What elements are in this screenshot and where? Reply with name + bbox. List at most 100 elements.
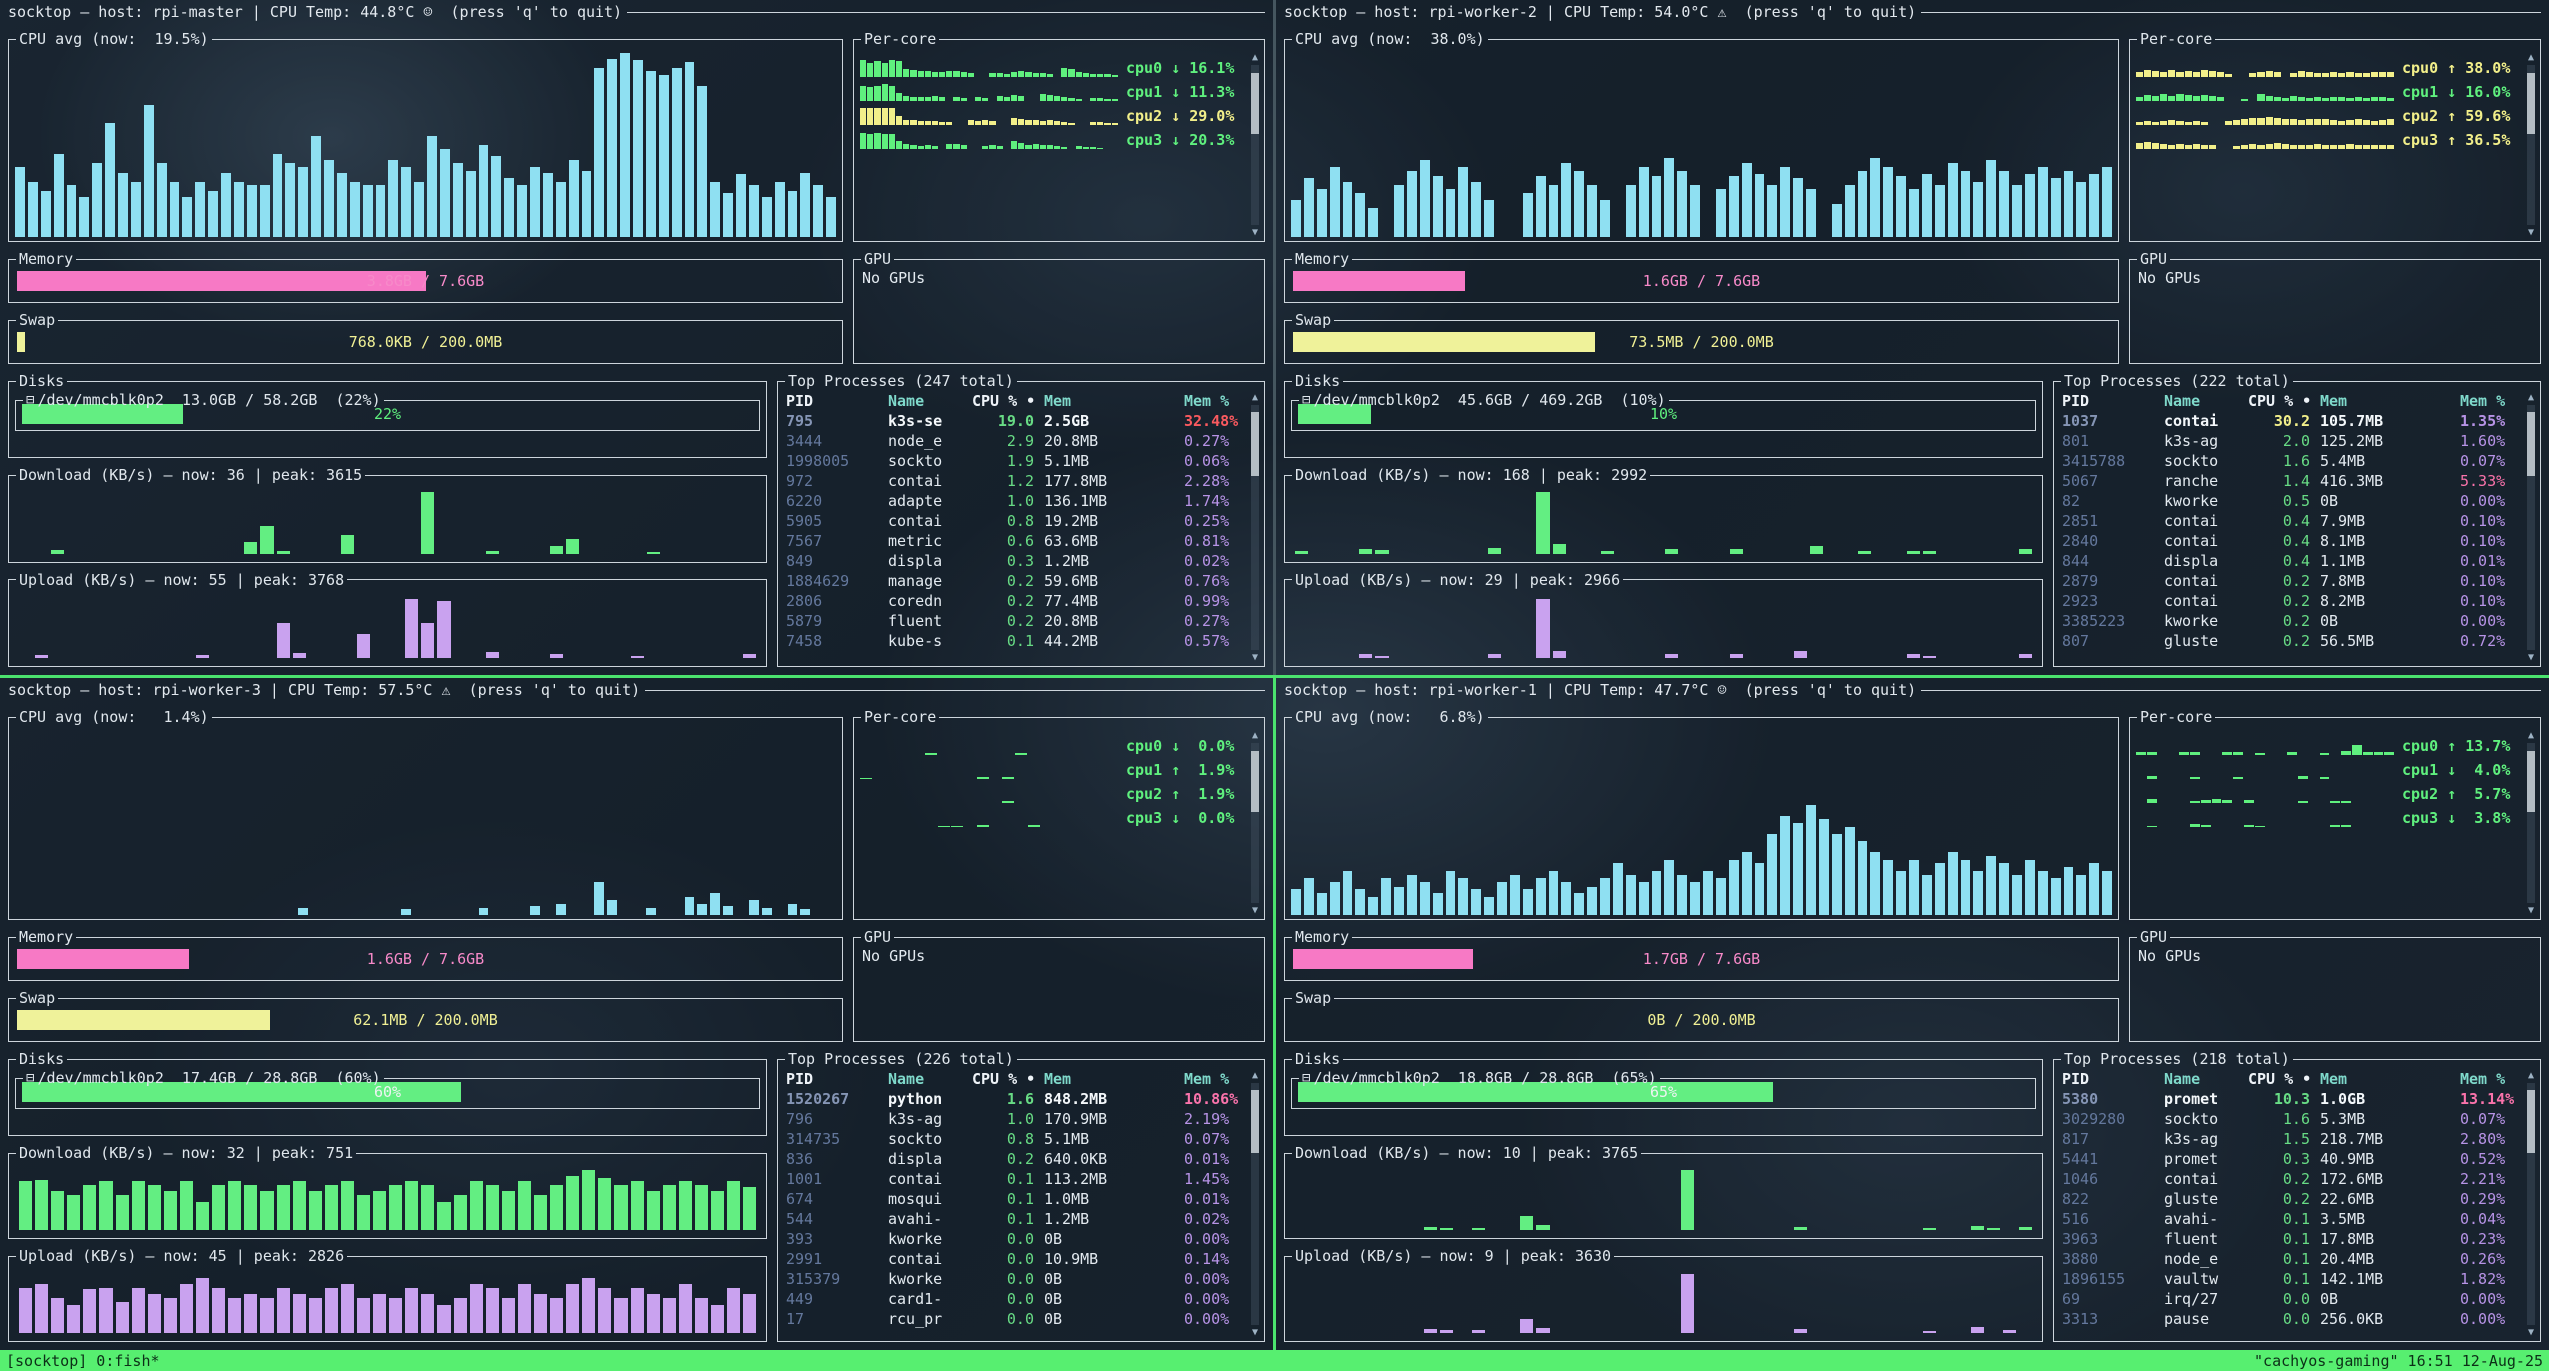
header-name[interactable]: Name xyxy=(2164,1070,2201,1088)
process-row[interactable]: 1037 contai 30.2 105.7MB 1.35% xyxy=(2062,411,2524,431)
scrollbar-track[interactable] xyxy=(1251,65,1259,225)
process-row[interactable]: 5879 fluent 0.2 20.8MB 0.27% xyxy=(786,611,1248,631)
process-row[interactable]: 2840 contai 0.4 8.1MB 0.10% xyxy=(2062,531,2524,551)
header-name[interactable]: Name xyxy=(2164,392,2201,410)
pane-divider-horizontal[interactable] xyxy=(0,675,2549,678)
process-row[interactable]: 17 rcu_pr 0.0 0B 0.00% xyxy=(786,1309,1248,1329)
header-pid[interactable]: PID xyxy=(2062,1070,2090,1088)
process-row[interactable]: 7458 kube-s 0.1 44.2MB 0.57% xyxy=(786,631,1248,651)
process-row[interactable]: 674 mosqui 0.1 1.0MB 0.01% xyxy=(786,1189,1248,1209)
header-cpu[interactable]: CPU % • xyxy=(2248,392,2312,410)
process-row[interactable]: 1046 contai 0.2 172.6MB 2.21% xyxy=(2062,1169,2524,1189)
process-row[interactable]: 1896155 vaultw 0.1 142.1MB 1.82% xyxy=(2062,1269,2524,1289)
pane-divider-vertical-top[interactable] xyxy=(1273,0,1276,675)
process-row[interactable]: 5067 ranche 1.4 416.3MB 5.33% xyxy=(2062,471,2524,491)
per-core-scrollbar[interactable]: ▲ ▼ xyxy=(2524,729,2538,917)
process-row[interactable]: 393 kworke 0.0 0B 0.00% xyxy=(786,1229,1248,1249)
process-scrollbar[interactable]: ▲ ▼ xyxy=(2524,391,2538,664)
header-cpu[interactable]: CPU % • xyxy=(972,1070,1036,1088)
scrollbar-thumb[interactable] xyxy=(2527,73,2535,134)
scroll-down-icon[interactable]: ▼ xyxy=(1251,905,1259,916)
process-row[interactable]: 6220 adapte 1.0 136.1MB 1.74% xyxy=(786,491,1248,511)
process-row[interactable]: 3880 node_e 0.1 20.4MB 0.26% xyxy=(2062,1249,2524,1269)
process-row[interactable]: 801 k3s-ag 2.0 125.2MB 1.60% xyxy=(2062,431,2524,451)
process-row[interactable]: 836 displa 0.2 640.0KB 0.01% xyxy=(786,1149,1248,1169)
process-row[interactable]: 69 irq/27 0.0 0B 0.00% xyxy=(2062,1289,2524,1309)
process-scrollbar[interactable]: ▲ ▼ xyxy=(2524,1069,2538,1339)
process-row[interactable]: 1001 contai 0.1 113.2MB 1.45% xyxy=(786,1169,1248,1189)
scrollbar-thumb[interactable] xyxy=(1251,73,1259,134)
process-row[interactable]: 1884629 manage 0.2 59.6MB 0.76% xyxy=(786,571,1248,591)
scrollbar-track[interactable] xyxy=(2527,1083,2535,1325)
process-row[interactable]: 82 kworke 0.5 0B 0.00% xyxy=(2062,491,2524,511)
scroll-down-icon[interactable]: ▼ xyxy=(2527,652,2535,663)
scroll-up-icon[interactable]: ▲ xyxy=(2527,52,2535,63)
header-mem-pct[interactable]: Mem % xyxy=(1184,1070,1230,1088)
scroll-down-icon[interactable]: ▼ xyxy=(2527,227,2535,238)
process-row[interactable]: 3963 fluent 0.1 17.8MB 0.23% xyxy=(2062,1229,2524,1249)
process-row[interactable]: 5441 promet 0.3 40.9MB 0.52% xyxy=(2062,1149,2524,1169)
scrollbar-track[interactable] xyxy=(1251,405,1259,650)
scrollbar-thumb[interactable] xyxy=(2527,1090,2535,1154)
process-row[interactable]: 849 displa 0.3 1.2MB 0.02% xyxy=(786,551,1248,571)
process-row[interactable]: 3385223 kworke 0.2 0B 0.00% xyxy=(2062,611,2524,631)
scroll-up-icon[interactable]: ▲ xyxy=(1251,52,1259,63)
header-mem-pct[interactable]: Mem % xyxy=(2460,1070,2506,1088)
scroll-up-icon[interactable]: ▲ xyxy=(2527,392,2535,403)
process-row[interactable]: 314735 sockto 0.8 5.1MB 0.07% xyxy=(786,1129,1248,1149)
scrollbar-thumb[interactable] xyxy=(2527,412,2535,477)
process-row[interactable]: 1998005 sockto 1.9 5.1MB 0.06% xyxy=(786,451,1248,471)
process-row[interactable]: 807 gluste 0.2 56.5MB 0.72% xyxy=(2062,631,2524,651)
scroll-up-icon[interactable]: ▲ xyxy=(1251,730,1259,741)
process-row[interactable]: 2806 coredn 0.2 77.4MB 0.99% xyxy=(786,591,1248,611)
process-row[interactable]: 516 avahi- 0.1 3.5MB 0.04% xyxy=(2062,1209,2524,1229)
process-row[interactable]: 544 avahi- 0.1 1.2MB 0.02% xyxy=(786,1209,1248,1229)
process-row[interactable]: 3029280 sockto 1.6 5.3MB 0.07% xyxy=(2062,1109,2524,1129)
process-row[interactable]: 822 gluste 0.2 22.6MB 0.29% xyxy=(2062,1189,2524,1209)
scroll-up-icon[interactable]: ▲ xyxy=(2527,730,2535,741)
header-name[interactable]: Name xyxy=(888,1070,925,1088)
process-row[interactable]: 972 contai 1.2 177.8MB 2.28% xyxy=(786,471,1248,491)
process-row[interactable]: 7567 metric 0.6 63.6MB 0.81% xyxy=(786,531,1248,551)
header-mem[interactable]: Mem xyxy=(2320,392,2348,410)
pane-divider-vertical-bottom[interactable] xyxy=(1273,678,1276,1350)
header-pid[interactable]: PID xyxy=(786,1070,814,1088)
scroll-down-icon[interactable]: ▼ xyxy=(1251,227,1259,238)
process-scrollbar[interactable]: ▲ ▼ xyxy=(1248,1069,1262,1339)
scroll-up-icon[interactable]: ▲ xyxy=(1251,1070,1259,1081)
process-row[interactable]: 3313 pause 0.0 256.0KB 0.00% xyxy=(2062,1309,2524,1329)
per-core-scrollbar[interactable]: ▲ ▼ xyxy=(2524,51,2538,239)
header-name[interactable]: Name xyxy=(888,392,925,410)
process-row[interactable]: 796 k3s-ag 1.0 170.9MB 2.19% xyxy=(786,1109,1248,1129)
scroll-down-icon[interactable]: ▼ xyxy=(2527,905,2535,916)
header-cpu[interactable]: CPU % • xyxy=(972,392,1036,410)
scrollbar-track[interactable] xyxy=(2527,743,2535,903)
scroll-down-icon[interactable]: ▼ xyxy=(1251,1327,1259,1338)
process-row[interactable]: 3415788 sockto 1.6 5.4MB 0.07% xyxy=(2062,451,2524,471)
scrollbar-thumb[interactable] xyxy=(1251,751,1259,812)
process-scrollbar[interactable]: ▲ ▼ xyxy=(1248,391,1262,664)
header-mem[interactable]: Mem xyxy=(1044,1070,1072,1088)
per-core-scrollbar[interactable]: ▲ ▼ xyxy=(1248,51,1262,239)
process-row[interactable]: 795 k3s-se 19.0 2.5GB 32.48% xyxy=(786,411,1248,431)
process-row[interactable]: 1520267 python 1.6 848.2MB 10.86% xyxy=(786,1089,1248,1109)
process-row[interactable]: 315379 kworke 0.0 0B 0.00% xyxy=(786,1269,1248,1289)
status-session-window[interactable]: [socktop] 0:fish* xyxy=(6,1351,160,1370)
scrollbar-thumb[interactable] xyxy=(1251,412,1259,477)
process-row[interactable]: 5380 promet 10.3 1.0GB 13.14% xyxy=(2062,1089,2524,1109)
header-pid[interactable]: PID xyxy=(786,392,814,410)
scroll-up-icon[interactable]: ▲ xyxy=(1251,392,1259,403)
scroll-down-icon[interactable]: ▼ xyxy=(1251,652,1259,663)
scrollbar-track[interactable] xyxy=(1251,1083,1259,1325)
process-row[interactable]: 2851 contai 0.4 7.9MB 0.10% xyxy=(2062,511,2524,531)
scrollbar-track[interactable] xyxy=(2527,405,2535,650)
scrollbar-thumb[interactable] xyxy=(1251,1090,1259,1154)
process-row[interactable]: 817 k3s-ag 1.5 218.7MB 2.80% xyxy=(2062,1129,2524,1149)
process-row[interactable]: 449 card1- 0.0 0B 0.00% xyxy=(786,1289,1248,1309)
scrollbar-thumb[interactable] xyxy=(2527,751,2535,812)
scrollbar-track[interactable] xyxy=(2527,65,2535,225)
scroll-down-icon[interactable]: ▼ xyxy=(2527,1327,2535,1338)
process-row[interactable]: 2991 contai 0.0 10.9MB 0.14% xyxy=(786,1249,1248,1269)
header-mem-pct[interactable]: Mem % xyxy=(1184,392,1230,410)
process-row[interactable]: 3444 node_e 2.9 20.8MB 0.27% xyxy=(786,431,1248,451)
